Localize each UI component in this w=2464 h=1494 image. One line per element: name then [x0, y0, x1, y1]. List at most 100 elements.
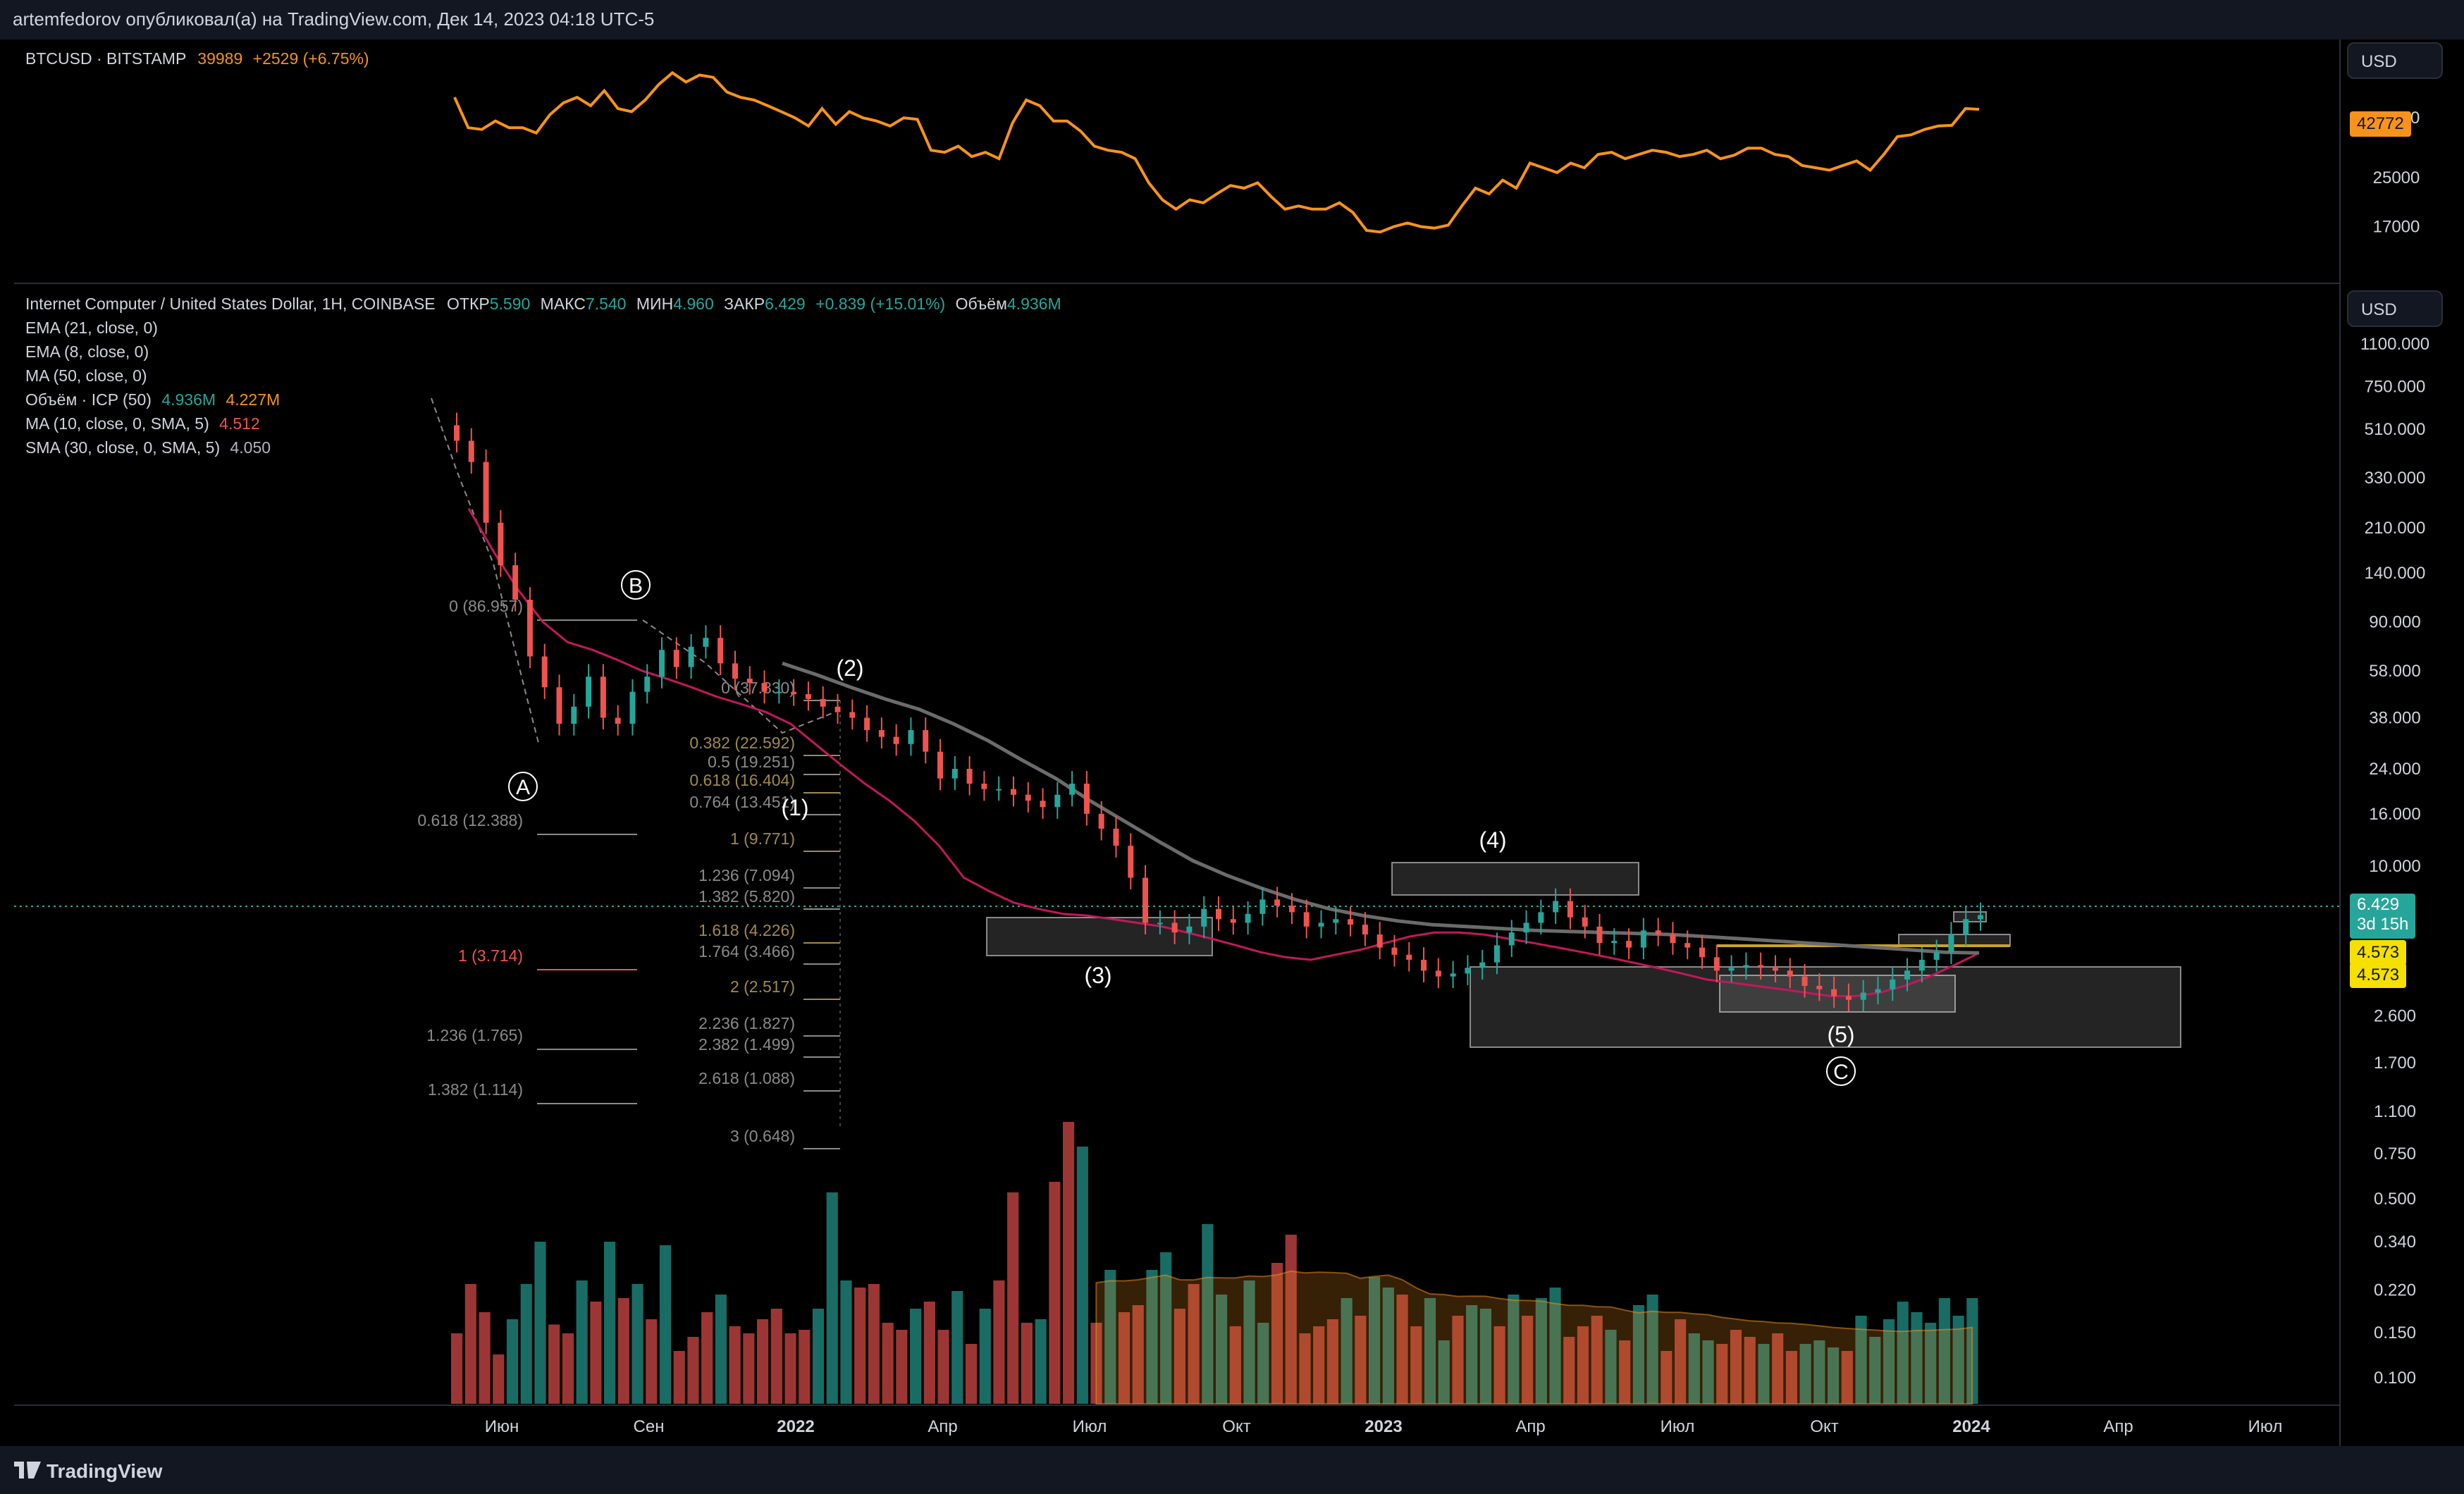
candle — [526, 587, 533, 669]
indicator-ema21[interactable]: EMA (21, close, 0) — [25, 319, 158, 337]
candle — [1611, 928, 1618, 955]
volume-bar — [1577, 1326, 1589, 1404]
volume-bar — [1605, 1330, 1617, 1404]
volume-value-1: 4.936M — [161, 390, 216, 409]
volume-bar — [1938, 1298, 1950, 1404]
footer-brand[interactable]: TradingView — [47, 1460, 163, 1482]
ohlc-low: 4.960 — [673, 295, 714, 313]
candle — [1259, 887, 1266, 926]
ohlc-high: 7.540 — [585, 295, 627, 313]
candle — [1772, 955, 1778, 982]
volume-bar — [520, 1284, 532, 1404]
btc-axis-tick: 17000 — [2373, 218, 2420, 237]
candle — [1875, 976, 1881, 1005]
volume-bar — [1049, 1182, 1061, 1404]
main-currency-button[interactable]: USD — [2347, 290, 2443, 327]
candle — [1699, 934, 1706, 969]
candle — [791, 679, 797, 706]
indicator-volume[interactable]: Объём · ICP (50) 4.936M 4.227M — [25, 390, 280, 409]
price-axis-tick: 210.000 — [2365, 519, 2426, 538]
candle — [1083, 771, 1090, 826]
candle — [1479, 949, 1486, 980]
fib-level-label: 1.764 (3.466) — [698, 942, 795, 961]
volume-bar — [1855, 1316, 1867, 1404]
price-axis-tick: 0.220 — [2374, 1281, 2416, 1300]
volume-bar — [1799, 1344, 1811, 1404]
volume-bar — [1174, 1309, 1185, 1404]
ma-tag-1: 4.573 — [2350, 940, 2407, 965]
candle — [659, 637, 665, 689]
candle — [1435, 958, 1441, 989]
candle — [996, 776, 1002, 801]
volume-bar — [1785, 1351, 1797, 1404]
volume-bar — [1716, 1344, 1728, 1404]
candle — [1069, 771, 1076, 807]
price-axis-tick: 510.000 — [2365, 420, 2426, 439]
ohlc-volume: 4.936M — [1006, 295, 1061, 313]
volume-bar — [1035, 1319, 1047, 1404]
volume-bar — [1369, 1277, 1381, 1404]
volume-bar — [1493, 1326, 1505, 1404]
indicator-ema8[interactable]: EMA (8, close, 0) — [25, 342, 149, 361]
candle — [1758, 952, 1764, 980]
sma30-label: SMA (30, close, 0, SMA, 5) — [25, 438, 221, 457]
fib-level-label: 0.618 (16.404) — [689, 771, 795, 789]
candle — [908, 717, 914, 756]
ohlc-low-label: МИН — [636, 295, 674, 313]
volume-bar — [1744, 1337, 1756, 1404]
fib-level-label: 3 (0.648) — [730, 1127, 795, 1145]
candle — [1523, 910, 1529, 944]
volume-bar — [1897, 1302, 1909, 1404]
volume-bar — [1522, 1316, 1534, 1404]
candle — [600, 664, 606, 730]
indicator-ma10[interactable]: MA (10, close, 0, SMA, 5) 4.512 — [25, 414, 260, 433]
btc-currency-button[interactable]: USD — [2347, 42, 2443, 79]
tradingview-logo-icon[interactable] — [13, 1460, 42, 1480]
volume-bar — [1758, 1344, 1770, 1404]
volume-bar — [1021, 1323, 1033, 1404]
btc-axis-tick: 25000 — [2373, 168, 2420, 187]
volume-bar — [743, 1333, 755, 1404]
fib-level-label: 2.618 (1.088) — [698, 1069, 795, 1087]
price-axis-tick: 0.750 — [2374, 1144, 2416, 1163]
volume-bar — [1257, 1323, 1269, 1404]
btc-legend: BTCUSD · BITSTAMP 39989 +2529 (+6.75%) — [25, 49, 369, 68]
ma10-label: MA (10, close, 0, SMA, 5) — [25, 414, 209, 433]
price-axis-tick: 38.000 — [2369, 709, 2420, 728]
candle — [1978, 902, 1983, 931]
candle — [468, 428, 474, 474]
candle — [644, 664, 651, 704]
volume-bar — [1535, 1298, 1547, 1404]
volume-bar — [1591, 1316, 1603, 1404]
indicator-ma50[interactable]: MA (50, close, 0) — [25, 366, 147, 385]
volume-bar — [937, 1330, 949, 1404]
volume-bar — [1772, 1333, 1784, 1404]
volume-bar — [1813, 1340, 1825, 1404]
volume-bar — [1216, 1295, 1228, 1404]
volume-bar — [464, 1284, 476, 1404]
volume-label: Объём · ICP (50) — [25, 390, 152, 409]
candle — [1098, 801, 1104, 841]
candle — [1860, 980, 1866, 1012]
volume-bar — [576, 1280, 588, 1404]
time-axis-tick: Июл — [1661, 1417, 1695, 1436]
candle — [615, 705, 621, 736]
zone-box-recent — [1898, 934, 2011, 946]
ohlc-high-label: МАКС — [540, 295, 586, 313]
wave-label-circle — [1826, 1056, 1856, 1086]
candle — [1333, 906, 1339, 935]
wave-label: (1) — [781, 795, 808, 820]
price-axis-tick: 1100.000 — [2360, 335, 2429, 354]
fib-level-label: 0 (86.957) — [449, 597, 523, 615]
volume-bar — [910, 1309, 922, 1404]
indicator-sma30[interactable]: SMA (30, close, 0, SMA, 5) 4.050 — [25, 438, 271, 457]
volume-bar — [1452, 1316, 1464, 1404]
volume-bar — [770, 1309, 782, 1404]
fib-level-label: 0.764 (13.451) — [689, 793, 795, 811]
candle — [1713, 944, 1720, 982]
fib-level-label: 1 (3.714) — [458, 946, 523, 965]
volume-bar — [826, 1192, 838, 1404]
volume-bar — [590, 1302, 602, 1404]
wave-label: C — [1833, 1061, 1849, 1084]
